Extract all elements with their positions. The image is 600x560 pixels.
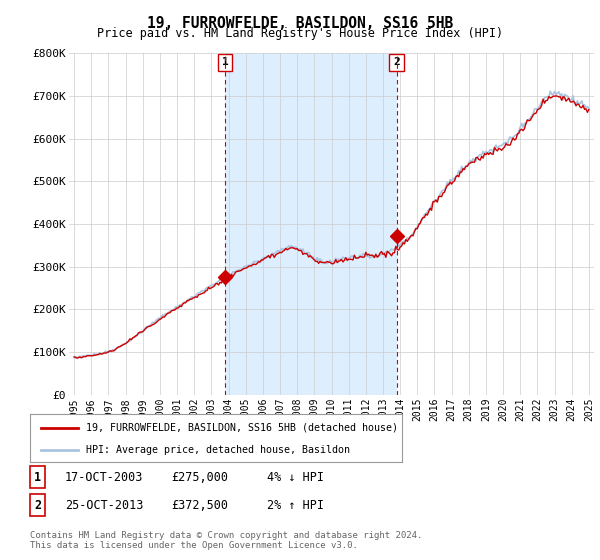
Text: HPI: Average price, detached house, Basildon: HPI: Average price, detached house, Basi…	[86, 445, 350, 455]
Bar	[225, 53, 397, 395]
Text: 25-OCT-2013: 25-OCT-2013	[65, 498, 143, 512]
Text: 19, FURROWFELDE, BASILDON, SS16 5HB: 19, FURROWFELDE, BASILDON, SS16 5HB	[147, 16, 453, 31]
Text: 2% ↑ HPI: 2% ↑ HPI	[267, 498, 324, 512]
Text: £372,500: £372,500	[171, 498, 228, 512]
Text: 1: 1	[222, 58, 229, 67]
Text: 17-OCT-2003: 17-OCT-2003	[65, 470, 143, 484]
Text: Price paid vs. HM Land Registry's House Price Index (HPI): Price paid vs. HM Land Registry's House …	[97, 27, 503, 40]
Text: £275,000: £275,000	[171, 470, 228, 484]
Text: Contains HM Land Registry data © Crown copyright and database right 2024.
This d: Contains HM Land Registry data © Crown c…	[30, 531, 422, 550]
Text: 1: 1	[34, 470, 41, 484]
Text: 2: 2	[394, 58, 400, 67]
Text: 4% ↓ HPI: 4% ↓ HPI	[267, 470, 324, 484]
Text: 19, FURROWFELDE, BASILDON, SS16 5HB (detached house): 19, FURROWFELDE, BASILDON, SS16 5HB (det…	[86, 423, 398, 433]
Text: 2: 2	[34, 498, 41, 512]
